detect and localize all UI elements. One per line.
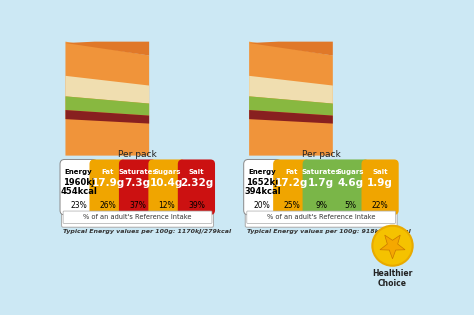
Text: Sugars: Sugars	[337, 169, 365, 175]
Text: Per pack: Per pack	[302, 150, 341, 159]
Polygon shape	[249, 96, 333, 116]
Polygon shape	[249, 42, 333, 55]
Text: 25%: 25%	[283, 201, 300, 209]
Text: Fat: Fat	[285, 169, 298, 175]
Polygon shape	[65, 96, 149, 116]
FancyBboxPatch shape	[148, 159, 186, 215]
Text: 1.9g: 1.9g	[367, 178, 393, 188]
Text: 20%: 20%	[254, 201, 271, 209]
Text: Per pack: Per pack	[118, 150, 157, 159]
Text: 12%: 12%	[159, 201, 175, 209]
Text: Energy: Energy	[248, 169, 276, 175]
Text: 9%: 9%	[315, 201, 327, 209]
Text: 1652kJ
394kcal: 1652kJ 394kcal	[244, 178, 281, 196]
FancyBboxPatch shape	[63, 211, 212, 223]
Text: Energy: Energy	[65, 169, 92, 175]
Circle shape	[373, 226, 413, 266]
Polygon shape	[65, 42, 149, 156]
Text: 23%: 23%	[70, 201, 87, 209]
Text: 39%: 39%	[188, 201, 205, 209]
Polygon shape	[380, 235, 405, 259]
Text: 4.6g: 4.6g	[337, 178, 364, 188]
Text: 37%: 37%	[129, 201, 146, 209]
FancyBboxPatch shape	[332, 159, 369, 215]
FancyBboxPatch shape	[244, 159, 281, 215]
Text: 2.32g: 2.32g	[180, 178, 213, 188]
Text: 1.7g: 1.7g	[308, 178, 334, 188]
Text: 5%: 5%	[345, 201, 356, 209]
Text: Typical Energy values per 100g: 918kJ/219kcal: Typical Energy values per 100g: 918kJ/21…	[247, 229, 410, 234]
Text: Salt: Salt	[372, 169, 388, 175]
FancyBboxPatch shape	[273, 159, 310, 215]
FancyBboxPatch shape	[60, 159, 97, 215]
Text: 10.4g: 10.4g	[150, 178, 183, 188]
Text: Fat: Fat	[102, 169, 114, 175]
Text: Saturates: Saturates	[118, 169, 157, 175]
Text: 17.9g: 17.9g	[91, 178, 125, 188]
Text: 7.3g: 7.3g	[125, 178, 151, 188]
Text: Healthier
Choice: Healthier Choice	[372, 269, 413, 288]
FancyBboxPatch shape	[362, 159, 399, 215]
Polygon shape	[249, 110, 333, 123]
Polygon shape	[65, 76, 149, 104]
Text: Sugars: Sugars	[153, 169, 181, 175]
Text: % of an adult's Reference Intake: % of an adult's Reference Intake	[83, 214, 192, 220]
Text: 1960kJ
454kcal: 1960kJ 454kcal	[60, 178, 97, 196]
Text: 22%: 22%	[372, 201, 388, 209]
Text: Typical Energy values per 100g: 1170kJ/279kcal: Typical Energy values per 100g: 1170kJ/2…	[63, 229, 231, 234]
Text: Salt: Salt	[189, 169, 204, 175]
FancyBboxPatch shape	[119, 159, 156, 215]
Polygon shape	[249, 76, 333, 104]
FancyBboxPatch shape	[62, 161, 213, 227]
FancyBboxPatch shape	[178, 159, 215, 215]
FancyBboxPatch shape	[90, 159, 127, 215]
Text: 26%: 26%	[100, 201, 117, 209]
Text: % of an adult's Reference Intake: % of an adult's Reference Intake	[267, 214, 375, 220]
Polygon shape	[65, 42, 149, 55]
FancyBboxPatch shape	[302, 159, 340, 215]
Polygon shape	[249, 42, 333, 156]
Text: Saturates: Saturates	[302, 169, 341, 175]
FancyBboxPatch shape	[247, 211, 396, 223]
Text: 17.2g: 17.2g	[275, 178, 309, 188]
FancyBboxPatch shape	[245, 161, 397, 227]
Polygon shape	[65, 110, 149, 123]
